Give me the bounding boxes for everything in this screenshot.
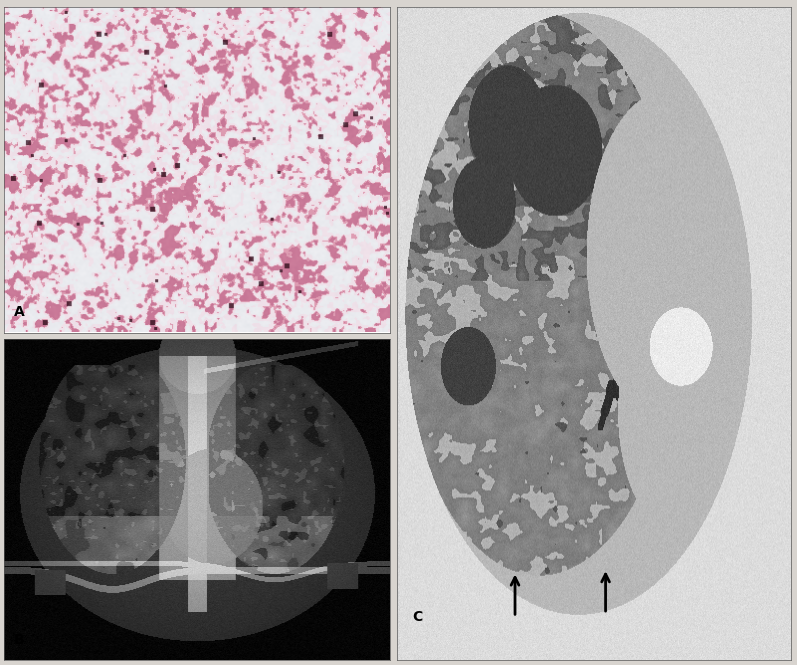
Text: B: B (14, 633, 24, 647)
Text: A: A (14, 305, 25, 319)
Text: C: C (413, 610, 423, 624)
